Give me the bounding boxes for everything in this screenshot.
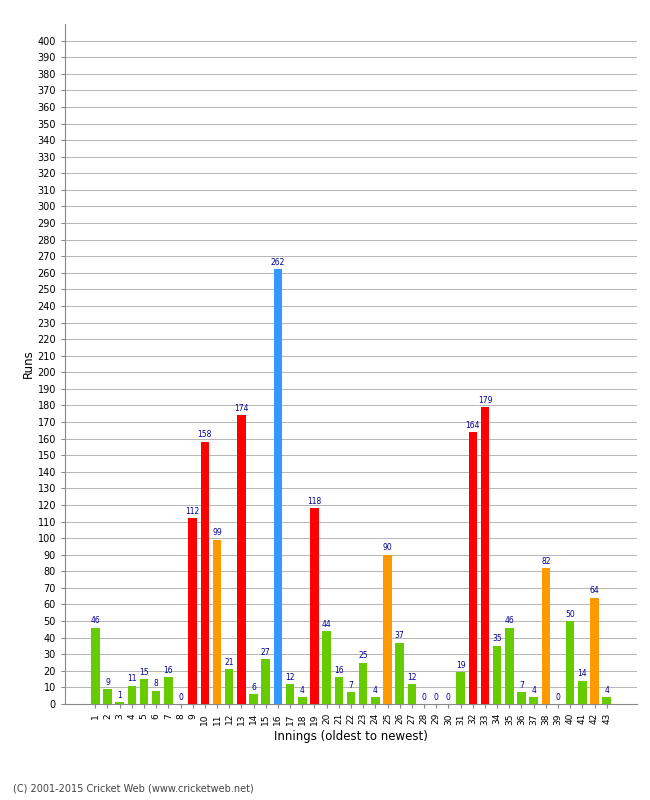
Text: 6: 6 bbox=[251, 682, 256, 691]
Bar bbox=[517, 692, 526, 704]
Text: 158: 158 bbox=[198, 430, 212, 439]
Bar bbox=[127, 686, 136, 704]
Bar bbox=[566, 621, 575, 704]
Text: 25: 25 bbox=[358, 651, 368, 660]
Text: 0: 0 bbox=[422, 693, 426, 702]
Text: 174: 174 bbox=[234, 404, 249, 413]
Text: 16: 16 bbox=[164, 666, 173, 675]
Bar bbox=[505, 628, 514, 704]
Text: 118: 118 bbox=[307, 497, 322, 506]
Bar bbox=[188, 518, 197, 704]
Text: 112: 112 bbox=[185, 506, 200, 516]
Bar bbox=[359, 662, 367, 704]
Bar bbox=[590, 598, 599, 704]
Text: 164: 164 bbox=[465, 421, 480, 430]
Bar bbox=[529, 698, 538, 704]
Text: 19: 19 bbox=[456, 661, 465, 670]
Text: 90: 90 bbox=[383, 543, 393, 552]
Text: 179: 179 bbox=[478, 396, 492, 405]
Bar bbox=[310, 508, 318, 704]
Text: 64: 64 bbox=[590, 586, 599, 595]
Bar bbox=[346, 692, 356, 704]
Bar bbox=[481, 407, 489, 704]
Bar bbox=[395, 642, 404, 704]
Bar bbox=[322, 631, 331, 704]
Text: 46: 46 bbox=[504, 616, 514, 626]
Bar bbox=[152, 690, 161, 704]
Bar bbox=[335, 678, 343, 704]
Bar bbox=[578, 681, 587, 704]
X-axis label: Innings (oldest to newest): Innings (oldest to newest) bbox=[274, 730, 428, 743]
Bar bbox=[469, 432, 477, 704]
Bar bbox=[493, 646, 501, 704]
Text: 12: 12 bbox=[407, 673, 417, 682]
Text: 12: 12 bbox=[285, 673, 295, 682]
Text: 7: 7 bbox=[348, 681, 354, 690]
Text: 4: 4 bbox=[300, 686, 305, 695]
Text: 46: 46 bbox=[90, 616, 100, 626]
Text: 4: 4 bbox=[604, 686, 609, 695]
Bar bbox=[286, 684, 294, 704]
Bar bbox=[261, 659, 270, 704]
Bar bbox=[103, 689, 112, 704]
Bar bbox=[274, 270, 282, 704]
Bar bbox=[456, 673, 465, 704]
Y-axis label: Runs: Runs bbox=[21, 350, 34, 378]
Bar bbox=[213, 540, 221, 704]
Bar bbox=[541, 568, 550, 704]
Text: 4: 4 bbox=[531, 686, 536, 695]
Text: 14: 14 bbox=[578, 670, 587, 678]
Text: 0: 0 bbox=[446, 693, 451, 702]
Text: 8: 8 bbox=[154, 679, 159, 688]
Text: 0: 0 bbox=[556, 693, 560, 702]
Bar bbox=[91, 628, 99, 704]
Text: 21: 21 bbox=[224, 658, 234, 666]
Bar bbox=[115, 702, 124, 704]
Text: 44: 44 bbox=[322, 619, 332, 629]
Text: 27: 27 bbox=[261, 648, 270, 657]
Bar bbox=[603, 698, 611, 704]
Bar bbox=[371, 698, 380, 704]
Bar bbox=[237, 415, 246, 704]
Bar bbox=[201, 442, 209, 704]
Bar bbox=[140, 679, 148, 704]
Text: 16: 16 bbox=[334, 666, 344, 675]
Text: 99: 99 bbox=[212, 528, 222, 538]
Text: 9: 9 bbox=[105, 678, 110, 686]
Bar bbox=[384, 554, 392, 704]
Text: 0: 0 bbox=[434, 693, 439, 702]
Text: 37: 37 bbox=[395, 631, 404, 640]
Bar bbox=[164, 678, 173, 704]
Text: 35: 35 bbox=[492, 634, 502, 643]
Text: 4: 4 bbox=[373, 686, 378, 695]
Text: 50: 50 bbox=[566, 610, 575, 618]
Bar bbox=[298, 698, 307, 704]
Text: 7: 7 bbox=[519, 681, 524, 690]
Bar bbox=[250, 694, 258, 704]
Text: 82: 82 bbox=[541, 557, 551, 566]
Text: (C) 2001-2015 Cricket Web (www.cricketweb.net): (C) 2001-2015 Cricket Web (www.cricketwe… bbox=[13, 784, 254, 794]
Text: 15: 15 bbox=[139, 668, 149, 677]
Text: 1: 1 bbox=[117, 691, 122, 700]
Text: 11: 11 bbox=[127, 674, 136, 683]
Text: 262: 262 bbox=[271, 258, 285, 267]
Bar bbox=[225, 669, 233, 704]
Bar bbox=[408, 684, 416, 704]
Text: 0: 0 bbox=[178, 693, 183, 702]
